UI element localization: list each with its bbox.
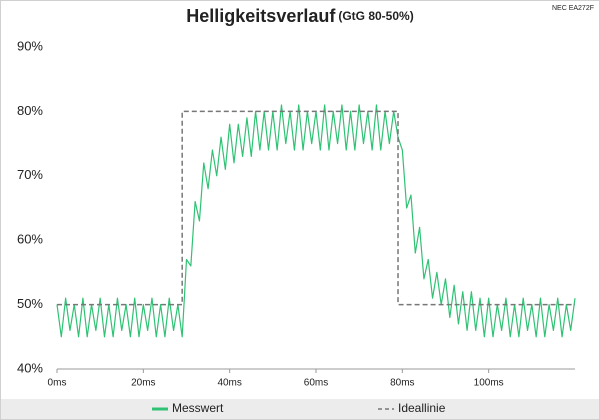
annotation: NEC EA272F xyxy=(552,5,594,12)
y-tick-label: 40% xyxy=(17,360,43,375)
legend-label: Messwert xyxy=(172,401,224,415)
y-tick-label: 90% xyxy=(17,38,43,53)
x-tick-label: 40ms xyxy=(217,378,241,389)
legend-strip xyxy=(1,399,599,419)
y-tick-label: 80% xyxy=(17,103,43,118)
x-tick-label: 80ms xyxy=(390,378,414,389)
chart-title: Helligkeitsverlauf (GtG 80-50%) xyxy=(186,6,413,26)
x-tick-label: 20ms xyxy=(131,378,155,389)
x-tick-label: 100ms xyxy=(474,378,504,389)
y-tick-label: 60% xyxy=(17,232,43,247)
legend-label: Ideallinie xyxy=(398,401,446,415)
x-tick-label: 0ms xyxy=(48,378,67,389)
series-line xyxy=(57,110,575,306)
y-tick-label: 50% xyxy=(17,296,43,311)
y-tick-label: 70% xyxy=(17,167,43,182)
title: Helligkeitsverlauf xyxy=(186,6,336,26)
subtitle: (GtG 80-50%) xyxy=(338,9,413,23)
x-tick-label: 60ms xyxy=(304,378,328,389)
